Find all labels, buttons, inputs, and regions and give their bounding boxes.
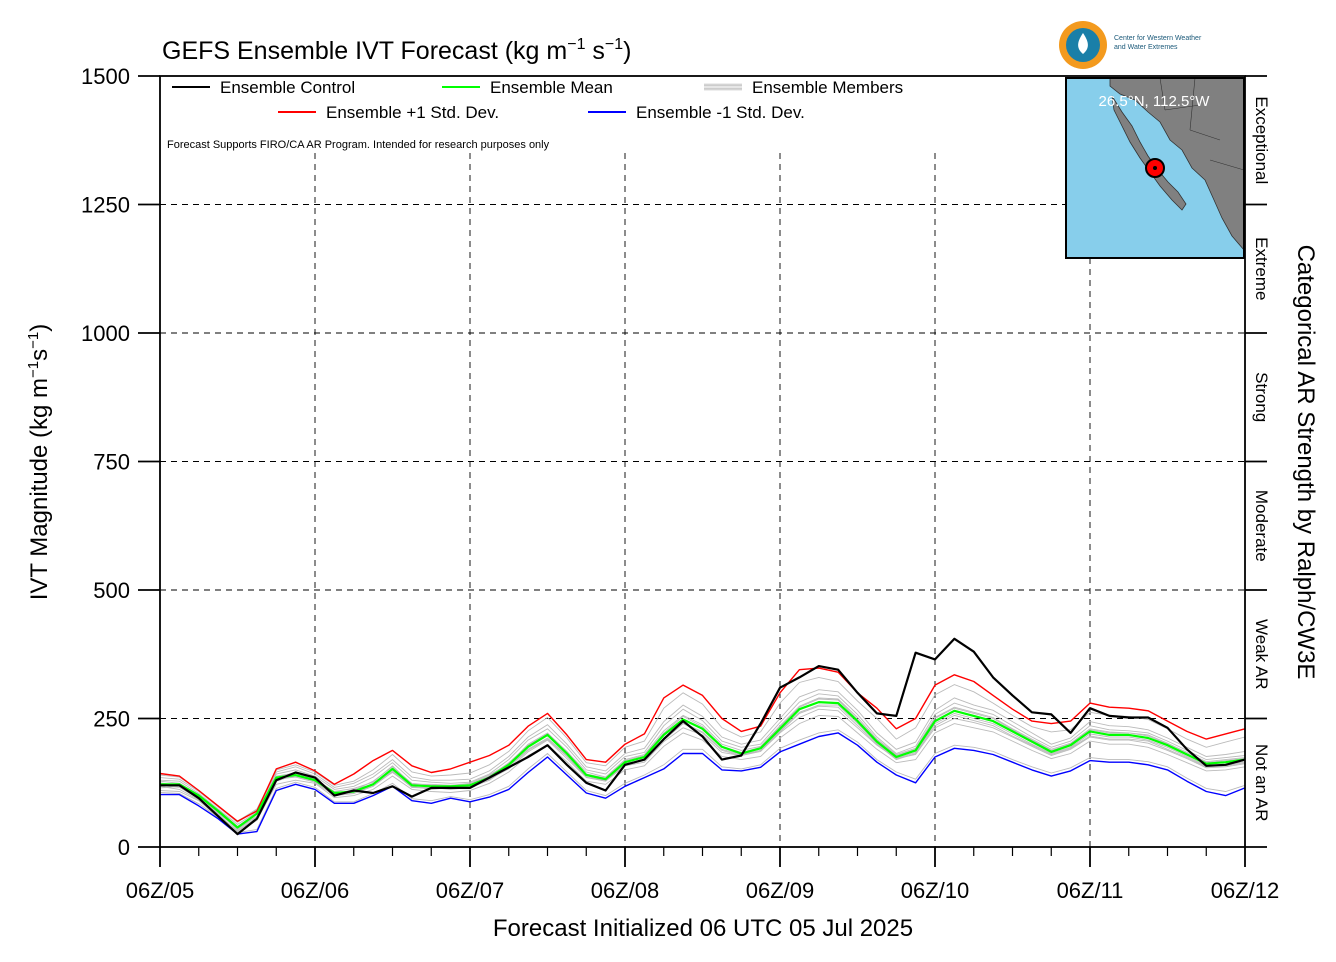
category-label: Exceptional <box>1252 96 1271 184</box>
x-tick-labels: 06Z/05 06Z/06 06Z/07 06Z/08 06Z/09 06Z/10 06Z/… <box>126 878 1280 903</box>
right-axis-label: Categorical AR Strength by Ralph/CW3E <box>1292 245 1319 680</box>
cw3e-logo: Center for Western Weather and Water Ext… <box>1059 21 1202 69</box>
logo-drop-icon <box>1078 33 1088 54</box>
inset-map: 26.5°N, 112.5°W <box>1065 77 1245 259</box>
category-labels: Not an AR Weak AR Moderate Strong Extreme Exc… <box>1252 96 1271 821</box>
mainland-mexico-shape <box>1109 77 1245 252</box>
y-tick-label: 250 <box>93 707 130 732</box>
chart-title: GEFS Ensemble IVT Forecast (kg m−1 s−1) <box>162 36 632 65</box>
y-tick-label: 1250 <box>81 193 130 218</box>
main-series-lines <box>159 637 1246 836</box>
y-tick-label: 500 <box>93 578 130 603</box>
category-label: Moderate <box>1252 490 1271 562</box>
x-tick-label: 06Z/05 <box>126 878 195 903</box>
x-tick-label: 06Z/06 <box>281 878 350 903</box>
category-label: Strong <box>1252 372 1271 422</box>
legend-item: Ensemble Control <box>172 78 355 97</box>
y-tick-label: 1000 <box>81 321 130 346</box>
ensemble-member-line-8 <box>159 689 1246 823</box>
legend-label: Ensemble Members <box>752 78 903 97</box>
x-tick-label: 06Z/07 <box>436 878 505 903</box>
legend-item: Ensemble Mean <box>442 78 613 97</box>
legend-item: Ensemble -1 Std. Dev. <box>588 103 805 122</box>
ensemble-mean-line <box>160 700 1246 829</box>
y-tick-label: 1500 <box>81 64 130 89</box>
research-note: Forecast Supports FIRO/CA AR Program. In… <box>167 139 550 151</box>
x-tick-label: 06Z/08 <box>591 878 660 903</box>
legend-label: Ensemble Control <box>220 78 355 97</box>
y-tick-labels: 0 250 500 750 1000 1250 1500 <box>81 64 130 860</box>
legend-label: Ensemble +1 Std. Dev. <box>326 103 499 122</box>
x-tick-label: 06Z/09 <box>746 878 815 903</box>
ensemble-member-line-10 <box>159 697 1246 827</box>
ensemble-control-line <box>160 637 1246 836</box>
legend-item: Ensemble Members <box>704 78 903 97</box>
legend-label: Ensemble Mean <box>490 78 613 97</box>
ensemble-member-line-5 <box>159 693 1246 825</box>
ensemble-member-line-13 <box>159 729 1246 834</box>
ensemble-1-std-dev-line <box>160 732 1246 835</box>
svg-text:and Water Extremes: and Water Extremes <box>1114 44 1178 51</box>
x-axis-label: Forecast Initialized 06 UTC 05 Jul 2025 <box>493 915 913 942</box>
y-axis-label: IVT Magnitude (kg m−1s−1) <box>25 324 53 601</box>
category-label: Not an AR <box>1252 744 1271 822</box>
state-borders <box>1159 77 1245 171</box>
y-tick-label: 0 <box>118 835 130 860</box>
grid-lines <box>160 153 1245 847</box>
category-label: Weak AR <box>1252 619 1271 690</box>
x-tick-label: 06Z/12 <box>1211 878 1280 903</box>
baja-california-shape <box>1111 95 1187 211</box>
legend-item: Ensemble +1 Std. Dev. <box>278 103 499 122</box>
x-tick-label: 06Z/11 <box>1057 878 1124 903</box>
ensemble-member-line-12 <box>159 676 1246 822</box>
map-coordinates: 26.5°N, 112.5°W <box>1099 93 1211 110</box>
legend-label: Ensemble -1 Std. Dev. <box>636 103 805 122</box>
category-label: Extreme <box>1252 237 1271 300</box>
axis-ticks <box>138 75 1267 867</box>
ensemble-1-std-dev-line <box>159 667 1246 822</box>
x-tick-label: 06Z/10 <box>901 878 970 903</box>
y-tick-label: 750 <box>93 450 130 475</box>
ensemble-member-line-7 <box>159 714 1246 834</box>
legend: Ensemble Control Ensemble Mean Ensemble Me… <box>172 78 903 122</box>
svg-text:Center for Western Weather: Center for Western Weather <box>1114 35 1202 42</box>
